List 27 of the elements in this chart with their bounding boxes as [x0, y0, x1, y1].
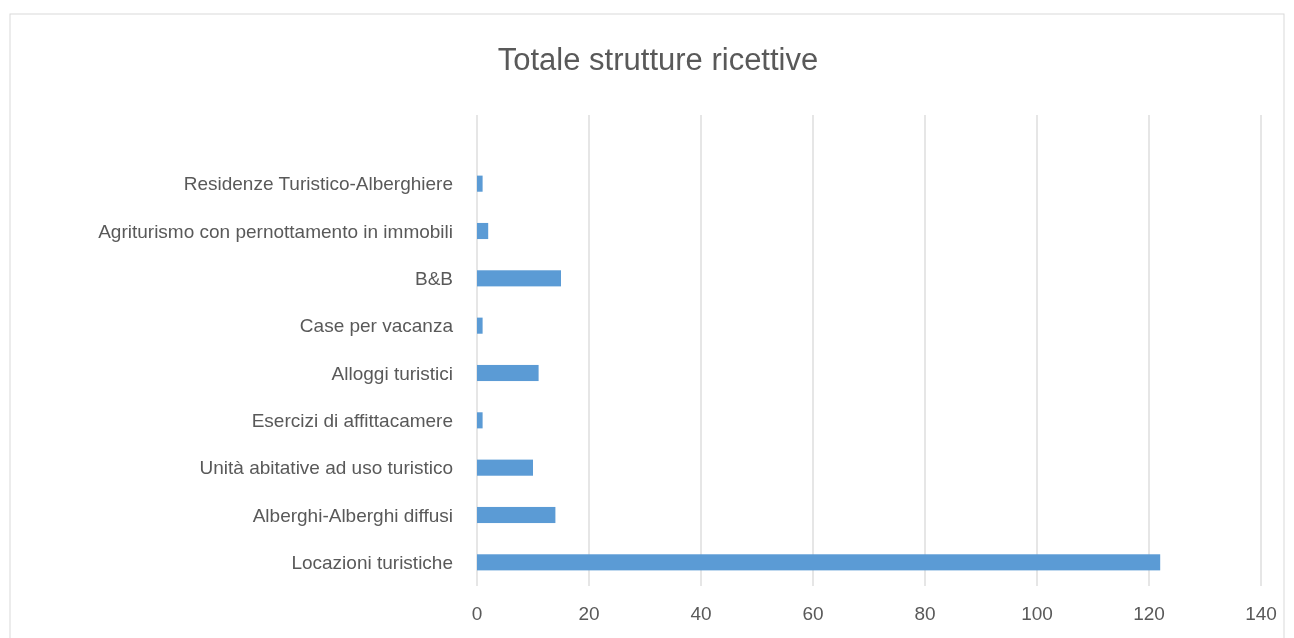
x-tick-label: 120 [1133, 603, 1165, 624]
bar [477, 222, 489, 240]
bar [477, 317, 483, 334]
x-tick-label: 60 [802, 603, 824, 624]
bar [477, 175, 483, 192]
bar [477, 554, 1161, 571]
y-tick-label: Residenze Turistico-Alberghiere [183, 173, 453, 195]
x-tick-label: 100 [1021, 603, 1053, 624]
bar [477, 412, 483, 429]
y-tick-label: Alberghi-Alberghi diffusi [252, 504, 453, 526]
y-tick-label: Agriturismo con pernottamento in immobili [98, 220, 453, 242]
y-tick-label: B&B [414, 267, 453, 289]
chart-title: Totale strutture ricettive [497, 42, 819, 77]
y-tick-label: Unità abitative ad uso turistico [199, 457, 453, 479]
x-tick-label: 40 [690, 603, 712, 624]
bar [477, 270, 561, 287]
x-tick-label: 80 [914, 603, 936, 624]
bar [477, 459, 533, 476]
y-tick-label: Esercizi di affittacamere [251, 409, 453, 431]
bar [477, 364, 539, 382]
y-tick-label: Case per vacanza [299, 315, 454, 337]
bar [477, 506, 556, 524]
x-tick-label: 20 [578, 603, 600, 624]
y-tick-label: Alloggi turistici [331, 362, 453, 384]
y-tick-label: Locazioni turistiche [291, 551, 453, 573]
x-tick-label: 0 [471, 603, 483, 624]
x-tick-label: 140 [1245, 603, 1277, 624]
